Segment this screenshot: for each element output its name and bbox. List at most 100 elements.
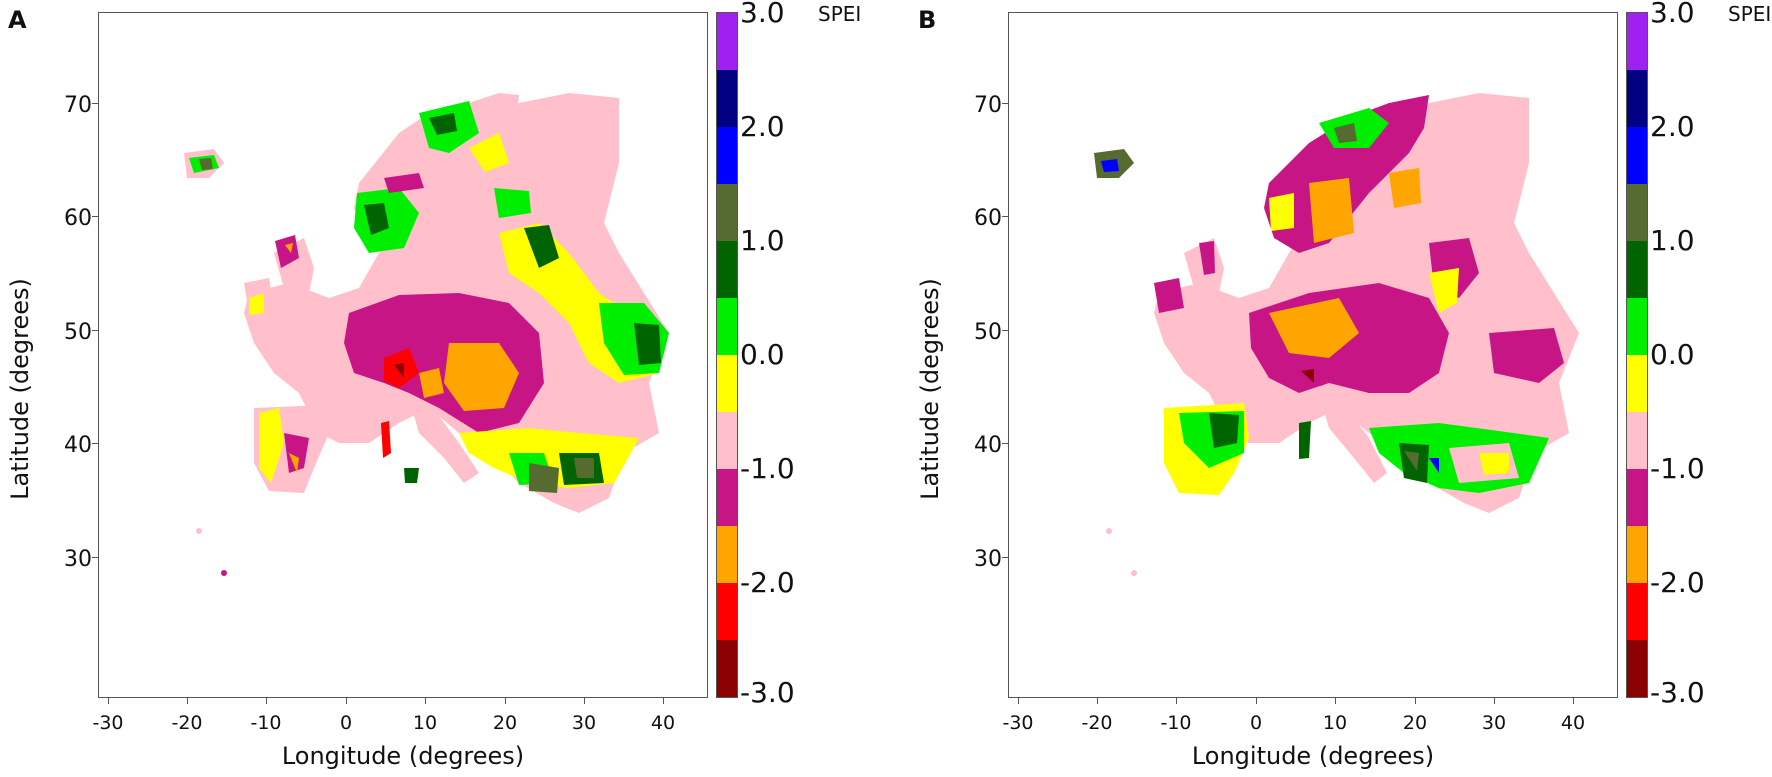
colorbar-bin (1627, 640, 1647, 697)
colorbar-bin (717, 469, 737, 526)
colorbar-tick-label: 0.0 (1650, 338, 1695, 371)
italy (409, 398, 479, 483)
panel-b: B (910, 0, 1772, 777)
y-axis-label: Latitude (degrees) (6, 278, 34, 500)
panel-label: A (8, 6, 27, 34)
x-tick-mark (1176, 698, 1177, 704)
y-tick-mark (92, 557, 98, 558)
colorbar (1626, 12, 1648, 698)
colorbar-bin (1627, 127, 1647, 184)
colorbar-bin (717, 640, 737, 697)
colorbar-bin (1627, 526, 1647, 583)
x-tick-mark (584, 698, 585, 704)
colorbar-bin (1627, 412, 1647, 469)
colorbar-tick-label: 2.0 (740, 110, 785, 143)
x-tick-mark (1573, 698, 1574, 704)
x-tick-mark (1097, 698, 1098, 704)
x-tick-label: 40 (650, 712, 676, 734)
colorbar-tick-label: -2.0 (1650, 566, 1705, 599)
x-tick-label: 40 (1560, 712, 1586, 734)
colorbar-bin (1627, 70, 1647, 127)
y-tick-mark (1002, 443, 1008, 444)
colorbar-tick-label: -2.0 (740, 566, 795, 599)
colorbar-bin (717, 13, 737, 70)
y-tick-mark (92, 330, 98, 331)
x-tick-mark (187, 698, 188, 704)
x-axis-label: Longitude (degrees) (1191, 742, 1435, 770)
colorbar-bin (717, 583, 737, 640)
y-tick-mark (92, 443, 98, 444)
x-tick-mark (346, 698, 347, 704)
y-tick-label: 50 (64, 320, 92, 345)
map-plot (98, 12, 708, 698)
colorbar-bin (717, 298, 737, 355)
colorbar-tick-label: -1.0 (1650, 452, 1705, 485)
colorbar-bin (717, 184, 737, 241)
colorbar-bin (1627, 241, 1647, 298)
spei-map-a (184, 93, 669, 576)
x-tick-label: 30 (1481, 712, 1507, 734)
x-tick-label: -10 (250, 712, 282, 734)
colorbar-bin (717, 355, 737, 412)
x-axis-label: Longitude (degrees) (281, 742, 525, 770)
x-tick-label: 10 (412, 712, 438, 734)
colorbar-bin (717, 127, 737, 184)
x-tick-label: -20 (1081, 712, 1113, 734)
colorbar-tick-label: -3.0 (1650, 676, 1705, 709)
y-tick-label: 30 (64, 547, 92, 572)
x-tick-mark (663, 698, 664, 704)
colorbar-bin (1627, 13, 1647, 70)
colorbar-tick-label: 3.0 (740, 0, 785, 29)
y-tick-label: 60 (974, 206, 1002, 231)
colorbar-tick-label: 1.0 (740, 224, 785, 257)
colorbar-tick-label: -3.0 (740, 676, 795, 709)
y-tick-mark (1002, 103, 1008, 104)
x-tick-label: 0 (339, 712, 353, 734)
y-tick-label: 70 (974, 93, 1002, 118)
italy (1319, 393, 1387, 483)
panel-label: B (918, 6, 937, 34)
colorbar-tick-label: 3.0 (1650, 0, 1695, 29)
x-tick-mark (1018, 698, 1019, 704)
y-axis-label: Latitude (degrees) (916, 278, 944, 500)
panel-a: A (6, 0, 862, 770)
x-tick-mark (266, 698, 267, 704)
y-tick-mark (92, 216, 98, 217)
y-tick-label: 30 (974, 547, 1002, 572)
y-tick-label: 70 (64, 93, 92, 118)
colorbar-title: SPEI (818, 2, 862, 26)
colorbar-tick-label: -1.0 (740, 452, 795, 485)
x-tick-mark (1335, 698, 1336, 704)
colorbar-tick-label: 0.0 (740, 338, 785, 371)
colorbar-bin (1627, 583, 1647, 640)
scandinavia (1264, 95, 1429, 253)
y-tick-label: 40 (64, 433, 92, 458)
map-plot (1008, 12, 1618, 698)
y-tick-label: 50 (974, 320, 1002, 345)
x-tick-label: 0 (1249, 712, 1263, 734)
y-tick-mark (1002, 557, 1008, 558)
colorbar-bin (717, 526, 737, 583)
x-tick-mark (425, 698, 426, 704)
colorbar-bin (1627, 298, 1647, 355)
x-tick-mark (1256, 698, 1257, 704)
x-tick-mark (1415, 698, 1416, 704)
x-tick-label: 30 (571, 712, 597, 734)
colorbar (716, 12, 738, 698)
x-tick-label: -30 (1002, 712, 1034, 734)
x-tick-label: 20 (1402, 712, 1428, 734)
y-tick-mark (92, 103, 98, 104)
y-tick-mark (1002, 216, 1008, 217)
colorbar-bin (717, 241, 737, 298)
colorbar-bin (1627, 469, 1647, 526)
x-tick-label: -30 (92, 712, 124, 734)
x-tick-mark (108, 698, 109, 704)
colorbar-bin (717, 412, 737, 469)
colorbar-title: SPEI (1728, 2, 1772, 26)
x-tick-label: -20 (171, 712, 203, 734)
y-tick-mark (1002, 330, 1008, 331)
y-tick-label: 60 (64, 206, 92, 231)
colorbar-tick-label: 1.0 (1650, 224, 1695, 257)
y-tick-label: 40 (974, 433, 1002, 458)
colorbar-tick-label: 2.0 (1650, 110, 1695, 143)
